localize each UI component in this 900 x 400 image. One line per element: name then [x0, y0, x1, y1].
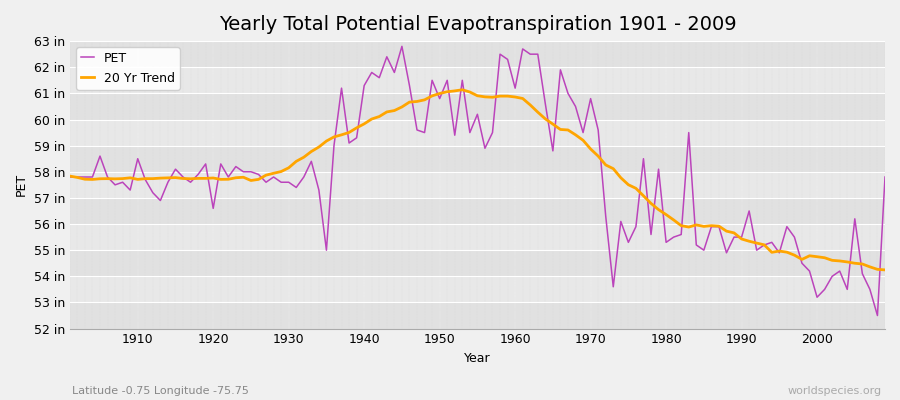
Text: worldspecies.org: worldspecies.org — [788, 386, 882, 396]
PET — [336, 86, 346, 90]
X-axis label: Year: Year — [464, 352, 491, 365]
PET — [879, 175, 890, 180]
20 Yr Trend — [518, 96, 528, 101]
20 Yr Trend — [608, 166, 618, 171]
20 Yr Trend — [879, 268, 890, 272]
20 Yr Trend — [65, 174, 76, 178]
PET — [509, 86, 520, 90]
Bar — [70, 93, 885, 120]
Y-axis label: PET: PET — [15, 173, 28, 196]
20 Yr Trend — [125, 176, 136, 180]
Bar — [70, 250, 885, 276]
Bar — [70, 302, 885, 328]
PET — [518, 46, 528, 51]
20 Yr Trend — [336, 132, 346, 137]
Bar — [70, 198, 885, 224]
PET — [291, 185, 302, 190]
PET — [397, 44, 408, 49]
20 Yr Trend — [457, 87, 468, 92]
Bar — [70, 41, 885, 67]
Line: PET: PET — [70, 46, 885, 316]
20 Yr Trend — [509, 94, 520, 99]
20 Yr Trend — [291, 159, 302, 164]
PET — [125, 188, 136, 192]
PET — [608, 284, 618, 289]
Line: 20 Yr Trend: 20 Yr Trend — [70, 90, 885, 270]
PET — [65, 175, 76, 180]
Title: Yearly Total Potential Evapotranspiration 1901 - 2009: Yearly Total Potential Evapotranspiratio… — [219, 15, 736, 34]
Bar — [70, 146, 885, 172]
PET — [872, 313, 883, 318]
Legend: PET, 20 Yr Trend: PET, 20 Yr Trend — [76, 47, 179, 90]
Text: Latitude -0.75 Longitude -75.75: Latitude -0.75 Longitude -75.75 — [72, 386, 249, 396]
